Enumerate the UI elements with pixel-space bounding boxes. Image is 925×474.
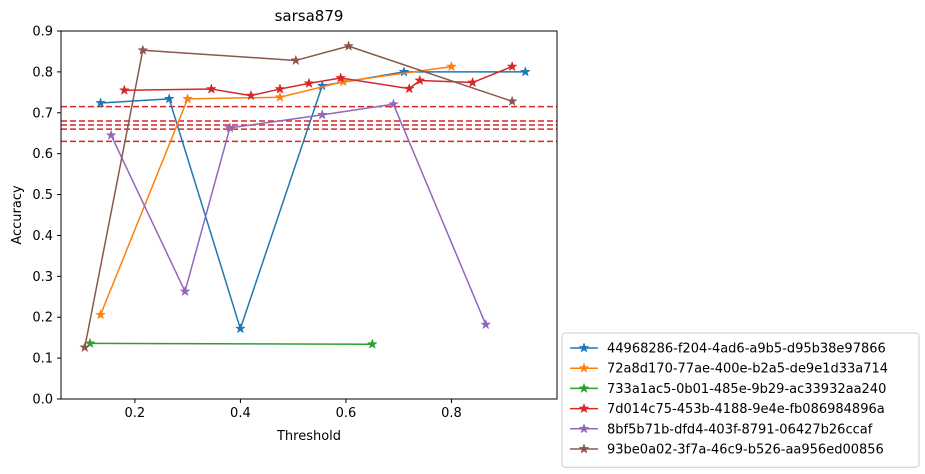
data-point [274,83,286,94]
data-point [245,89,257,101]
data-point [274,91,286,102]
data-point [316,109,328,120]
legend-marker [578,402,590,414]
legend-marker [578,443,590,454]
data-point [234,322,246,334]
data-point [335,72,347,83]
data-point [519,66,531,77]
chart-title: sarsa879 [275,7,344,25]
series-line-3 [124,65,513,97]
y-tick-label: 0.9 [32,25,53,40]
data-point [137,44,149,55]
data-point [95,309,107,320]
legend-marker [578,362,590,373]
series-2 [84,337,378,349]
y-tick-label: 0.2 [32,311,53,326]
data-point [445,60,457,72]
data-point [224,122,236,133]
x-tick-label: 0.6 [336,406,357,421]
legend-entry-5: 93be0a02-3f7a-46c9-b526-aa956ed00856 [570,443,884,458]
data-point [398,66,410,77]
data-point [343,40,355,51]
legend-box [561,332,920,468]
legend-marker [578,423,590,434]
legend-entry-0: 44968286-f204-4ad6-a9b5-d95b38e97866 [570,342,886,357]
y-tick-label: 0.1 [32,352,53,367]
data-point [79,341,91,353]
y-tick-label: 0.4 [32,229,53,244]
x-tick-label: 0.4 [230,406,251,421]
legend-entry-2: 733a1ac5-0b01-485e-9b29-ac33932aa240 [570,382,886,397]
data-point [506,95,518,106]
legend-label: 8bf5b71b-dfd4-403f-8791-06427b26ccaf [607,422,873,437]
data-point [95,97,107,108]
legend-marker [578,382,590,394]
series-4 [105,98,492,330]
data-point [467,76,479,88]
x-axis-label: Threshold [276,429,341,444]
legend-label: 44968286-f204-4ad6-a9b5-d95b38e97866 [607,342,886,357]
legend-label: 93be0a02-3f7a-46c9-b526-aa956ed00856 [607,443,884,458]
data-point [316,80,328,91]
legend-entry-4: 8bf5b71b-dfd4-403f-8791-06427b26ccaf [570,422,873,437]
legend-label: 72a8d170-77ae-400e-b2a5-de9e1d33a714 [607,362,888,377]
data-point [105,129,117,140]
data-point [163,93,175,104]
y-tick-label: 0.6 [32,147,53,162]
series-5 [79,40,518,353]
legend-entry-1: 72a8d170-77ae-400e-b2a5-de9e1d33a714 [570,362,888,377]
legend-label: 733a1ac5-0b01-485e-9b29-ac33932aa240 [607,382,886,397]
plot-frame [60,30,558,400]
y-axis-label: Accuracy [10,185,25,245]
x-tick-label: 0.2 [125,406,146,421]
series-line-1 [99,65,452,316]
series-3 [118,60,518,101]
data-point [403,82,415,94]
legend-marker [578,342,590,353]
data-point [118,84,130,95]
y-tick-label: 0.8 [32,65,53,80]
plot-series [79,40,531,353]
data-point [414,74,426,86]
data-point [179,285,191,297]
data-point [303,77,315,88]
series-line-0 [100,71,526,330]
data-point [182,93,194,104]
series-line-2 [90,342,373,345]
y-tick-label: 0.7 [32,106,53,121]
y-tick-label: 0.3 [32,270,53,285]
legend-label: 7d014c75-453b-4188-9e4e-fb086984896a [607,402,885,417]
data-point [290,54,302,66]
legend: 44968286-f204-4ad6-a9b5-d95b38e97866 72a8… [561,332,920,468]
series-line-4 [110,103,487,325]
data-point [480,318,492,330]
data-point [387,98,399,109]
data-point [366,338,378,349]
legend-entry-3: 7d014c75-453b-4188-9e4e-fb086984896a [570,402,885,417]
y-tick-label: 0.0 [32,393,53,408]
axes: 0.2 0.4 0.6 0.8 0.0 0.1 0.2 0.3 0.4 0.5 0.6 0.7 0.8 0… [32,25,558,421]
data-point [205,83,217,94]
y-tick-label: 0.5 [32,188,53,203]
x-tick-label: 0.8 [441,406,462,421]
data-point [506,60,518,72]
